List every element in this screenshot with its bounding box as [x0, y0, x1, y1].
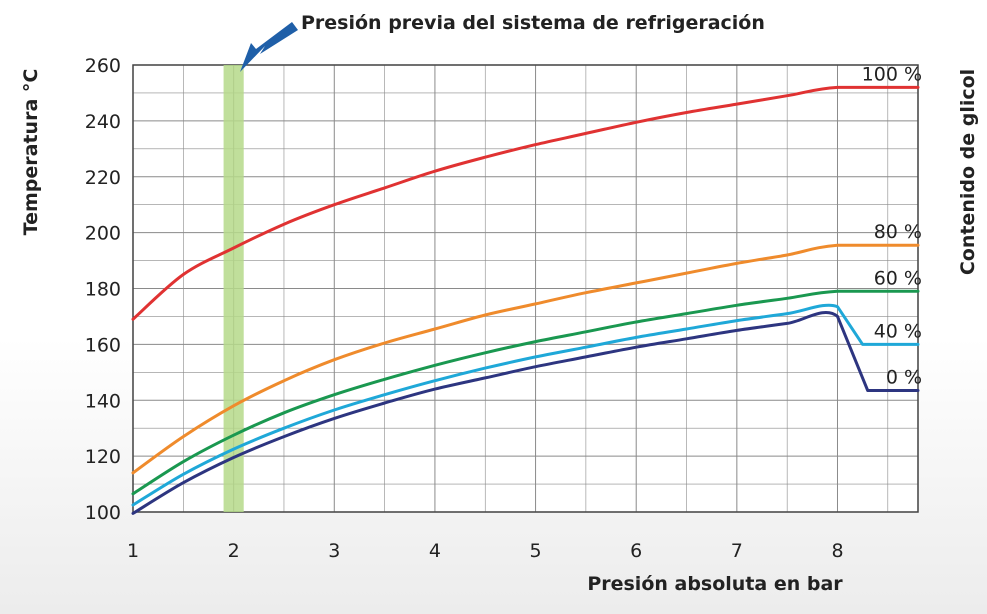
y-tick-label: 100	[85, 502, 121, 524]
y-tick-label: 160	[85, 334, 121, 356]
y-tick-label: 240	[85, 111, 121, 133]
series-label: 40 %	[874, 320, 922, 342]
series-line	[131, 303, 920, 507]
legend-title: Contenido de glicol	[957, 69, 979, 275]
y-tick-label: 180	[85, 279, 121, 301]
y-tick-label: 120	[85, 446, 121, 468]
series-label: 60 %	[874, 267, 922, 289]
annotation: Presión previa del sistema de refrigerac…	[240, 12, 765, 72]
y-tick-label: 140	[85, 390, 121, 412]
tick-labels: 100 120 140 160 180 200 220 240 260 1 2 3 4 5 6 7 8	[85, 55, 844, 562]
x-tick-label: 2	[228, 540, 240, 562]
series-line	[131, 289, 920, 496]
x-tick-label: 1	[127, 540, 139, 562]
series-label: 100 %	[862, 63, 922, 85]
series-label: 0 %	[886, 366, 922, 388]
grid	[132, 64, 919, 513]
plot-border	[132, 64, 919, 513]
y-axis-title: Temperatura °C	[20, 69, 42, 236]
y-tick-label: 200	[85, 223, 121, 245]
pressure-band-layer	[223, 65, 244, 512]
series-labels: 100 % 80 % 60 % 40 % 0 %	[862, 63, 922, 388]
annotation-arrow-icon	[240, 22, 298, 72]
x-tick-label: 8	[831, 540, 843, 562]
series-line	[131, 310, 920, 515]
x-tick-label: 5	[530, 540, 542, 562]
series-label: 80 %	[874, 221, 922, 243]
x-axis-title: Presión absoluta en bar	[587, 573, 843, 595]
x-tick-label: 4	[429, 540, 441, 562]
series-line	[131, 85, 920, 321]
series-layer	[131, 85, 920, 515]
x-tick-label: 3	[328, 540, 340, 562]
x-tick-label: 7	[731, 540, 743, 562]
y-tick-label: 260	[85, 55, 121, 77]
series-line	[131, 243, 920, 475]
x-tick-label: 6	[630, 540, 642, 562]
annotation-text: Presión previa del sistema de refrigerac…	[301, 12, 765, 34]
pressure-band	[223, 65, 244, 512]
y-tick-label: 220	[85, 167, 121, 189]
